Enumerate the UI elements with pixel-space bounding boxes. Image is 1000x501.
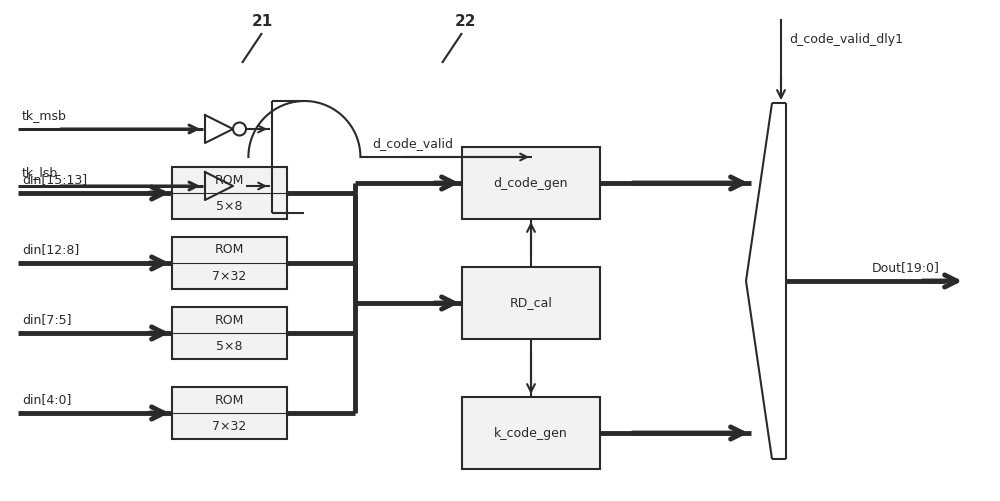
Text: ROM: ROM: [215, 393, 244, 406]
Text: ROM: ROM: [215, 243, 244, 257]
FancyBboxPatch shape: [462, 397, 600, 469]
Text: Dout[19:0]: Dout[19:0]: [872, 261, 940, 274]
FancyBboxPatch shape: [172, 387, 287, 439]
FancyBboxPatch shape: [462, 267, 600, 339]
FancyBboxPatch shape: [172, 167, 287, 219]
Text: 22: 22: [454, 14, 476, 29]
Text: 5×8: 5×8: [216, 199, 243, 212]
Text: RD_cal: RD_cal: [510, 297, 552, 310]
Text: din[15:13]: din[15:13]: [22, 173, 87, 186]
Text: k_code_gen: k_code_gen: [494, 426, 568, 439]
FancyBboxPatch shape: [172, 237, 287, 289]
Text: din[4:0]: din[4:0]: [22, 393, 71, 406]
Text: tk_msb: tk_msb: [22, 109, 67, 122]
Text: d_code_valid_dly1: d_code_valid_dly1: [789, 33, 903, 46]
Text: tk_lsb: tk_lsb: [22, 166, 58, 179]
FancyBboxPatch shape: [172, 307, 287, 359]
Text: din[12:8]: din[12:8]: [22, 243, 79, 256]
Text: ROM: ROM: [215, 173, 244, 186]
Text: ROM: ROM: [215, 314, 244, 327]
FancyBboxPatch shape: [462, 147, 600, 219]
Text: 21: 21: [251, 14, 273, 29]
Text: 5×8: 5×8: [216, 340, 243, 353]
Text: 7×32: 7×32: [212, 419, 247, 432]
Text: din[7:5]: din[7:5]: [22, 313, 72, 326]
Text: 7×32: 7×32: [212, 270, 247, 283]
Text: d_code_valid: d_code_valid: [372, 137, 453, 150]
Text: d_code_gen: d_code_gen: [494, 176, 568, 189]
